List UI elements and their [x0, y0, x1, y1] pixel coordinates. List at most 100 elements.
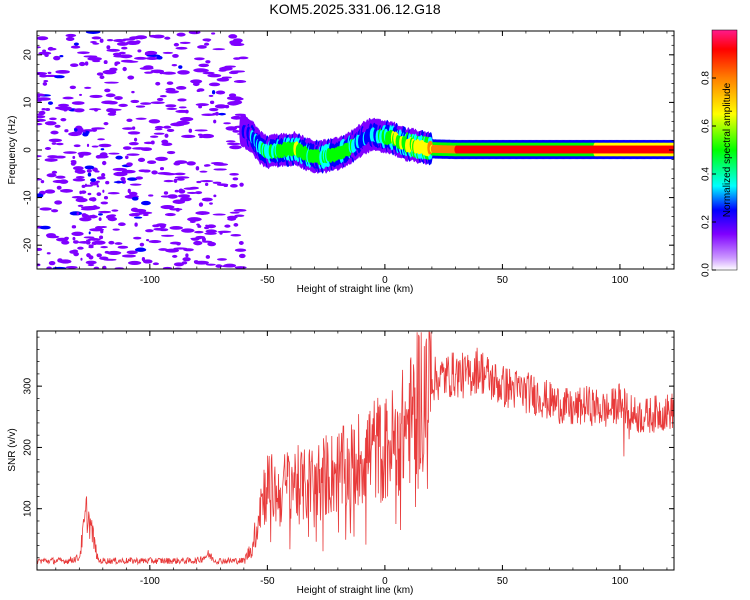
heatmap-cell: [37, 193, 44, 198]
heatmap-cell: [101, 173, 106, 178]
colorbar-tick-label: 0.0: [701, 263, 712, 277]
y-tick-label: 10: [23, 96, 34, 108]
spectrogram-y-ticks: -20 -10 0 10 20: [23, 35, 674, 265]
heatmap-cell: [127, 177, 138, 181]
heatmap-cell: [177, 194, 191, 198]
heatmap-cell: [164, 213, 176, 217]
heatmap-cell: [86, 169, 92, 173]
heatmap-cell: [213, 163, 229, 166]
heatmap-cell: [234, 248, 247, 252]
heatmap-cell: [91, 128, 98, 132]
heatmap-cell: [135, 117, 147, 120]
heatmap-cell: [148, 194, 154, 197]
heatmap-cell: [127, 188, 131, 194]
heatmap-cell: [89, 41, 97, 44]
heatmap-cell: [37, 247, 43, 252]
heatmap-cell: [230, 184, 238, 188]
heatmap-cell: [91, 214, 96, 219]
heatmap-cell: [125, 40, 140, 46]
heatmap-cell: [116, 42, 129, 46]
heatmap-cell: [159, 95, 167, 98]
heatmap-cell: [131, 90, 135, 94]
heatmap-cell: [181, 134, 196, 139]
heatmap-cell: [57, 103, 70, 107]
heatmap-cell: [199, 170, 208, 173]
heatmap-cell: [188, 128, 193, 133]
colorbar: 0.0 0.2 0.4 0.6 0.8 Normalized spectral ampl…: [701, 29, 738, 277]
heatmap-cell: [85, 31, 101, 34]
heatmap-cell: [95, 155, 102, 159]
heatmap-cell: [139, 67, 154, 70]
heatmap-cell: [101, 160, 107, 166]
heatmap-cell: [39, 207, 52, 211]
heatmap-cell: [142, 213, 149, 217]
heatmap-cell: [215, 264, 223, 268]
heatmap-cell: [129, 183, 142, 186]
heatmap-cell: [152, 262, 160, 266]
heatmap-cell: [71, 101, 85, 105]
heatmap-cell: [142, 259, 153, 264]
heatmap-cell: [152, 224, 160, 228]
snr-panel: -100 -50 0 50 100 100 200 300 Height of straig…: [7, 330, 675, 596]
heatmap-cell: [84, 165, 95, 170]
heatmap-cell: [115, 155, 123, 160]
heatmap-cell: [77, 246, 84, 250]
heatmap-cell: [103, 122, 109, 126]
heatmap-cell: [72, 155, 76, 159]
heatmap-cell: [47, 46, 54, 51]
heatmap-cell: [113, 55, 125, 58]
heatmap-cell: [172, 53, 179, 58]
heatmap-cell: [75, 125, 83, 130]
heatmap-cell: [154, 128, 163, 131]
heatmap-cell: [178, 188, 184, 193]
heatmap-cell: [233, 80, 247, 83]
heatmap-cell: [185, 253, 189, 258]
snr-y-ticks: 100 200 300: [23, 336, 674, 571]
heatmap-cell: [53, 75, 65, 79]
heatmap-cell: [145, 56, 159, 60]
heatmap-cell: [114, 96, 123, 100]
heatmap-cell: [38, 51, 52, 55]
heatmap-cell: [84, 183, 87, 187]
heatmap-cell: [204, 164, 209, 167]
heatmap-cell: [96, 72, 104, 76]
heatmap-cell: [113, 39, 126, 43]
heatmap-cell: [163, 179, 174, 183]
heatmap-cell: [177, 98, 187, 102]
heatmap-cell: [75, 197, 88, 203]
heatmap-cell: [169, 241, 182, 245]
heatmap-cell: [63, 107, 68, 112]
heatmap-cell: [84, 61, 89, 66]
heatmap-cell: [150, 135, 159, 138]
heatmap-cell: [174, 172, 186, 176]
heatmap-cell: [54, 200, 63, 205]
heatmap-cell: [56, 185, 62, 190]
heatmap-cell: [223, 122, 231, 125]
heatmap-cell: [167, 194, 178, 199]
heatmap-cell: [94, 170, 100, 173]
heatmap-cell: [207, 73, 222, 78]
heatmap-cell: [213, 168, 227, 171]
heatmap-cell: [193, 57, 205, 61]
heatmap-cell: [163, 191, 169, 195]
heatmap-cell: [217, 112, 226, 116]
heatmap-cell: [103, 258, 117, 261]
heatmap-cell: [164, 36, 171, 40]
heatmap-cell: [134, 247, 147, 252]
heatmap-cell: [197, 133, 203, 136]
heatmap-cell: [105, 93, 116, 98]
heatmap-cell: [121, 169, 136, 174]
heatmap-cell: [118, 51, 126, 55]
heatmap-cell: [88, 108, 102, 111]
heatmap-cell: [77, 204, 84, 207]
heatmap-cell: [155, 156, 168, 161]
heatmap-cell: [178, 106, 187, 109]
heatmap-cell: [133, 137, 138, 142]
heatmap-cell: [177, 70, 190, 75]
heatmap-cell: [108, 240, 115, 245]
heatmap-cell: [156, 55, 163, 60]
heatmap-cell: [209, 202, 213, 205]
heatmap-cell: [65, 265, 78, 269]
heatmap-cell: [87, 192, 92, 196]
